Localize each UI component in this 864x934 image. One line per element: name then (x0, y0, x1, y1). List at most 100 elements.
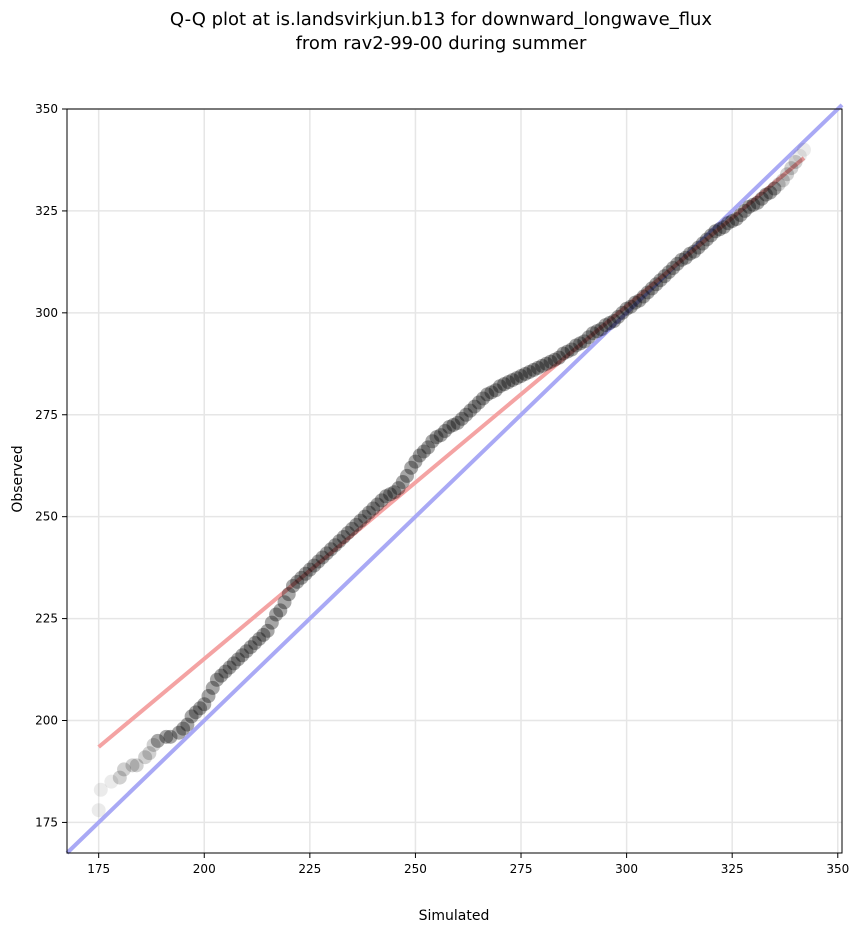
qq-point (644, 281, 659, 296)
y-tick-label: 200 (35, 714, 58, 728)
qq-point (328, 538, 343, 553)
qq-point (129, 758, 144, 773)
qq-point (480, 387, 495, 402)
qq-point (543, 354, 558, 369)
qq-point (594, 322, 609, 337)
qq-point (636, 289, 651, 304)
qq-point (666, 260, 681, 275)
qq-point (214, 668, 229, 683)
qq-point (150, 733, 165, 748)
qq-point (716, 220, 731, 235)
gridlines (67, 108, 842, 853)
qq-point (243, 640, 258, 655)
qq-point (256, 627, 271, 642)
qq-point (653, 273, 668, 288)
qq-point (336, 530, 351, 545)
qq-point (383, 487, 398, 502)
qq-point (269, 607, 284, 622)
y-tick-label: 225 (35, 612, 58, 626)
qq-point (632, 293, 647, 308)
qq-point (311, 554, 326, 569)
qq-point (585, 326, 600, 341)
qq-point (357, 509, 372, 524)
qq-point (235, 648, 250, 663)
qq-point (699, 232, 714, 247)
qq-point (442, 419, 457, 434)
qq-point (391, 481, 406, 496)
x-tick-label: 275 (510, 862, 533, 876)
qq-point (649, 277, 664, 292)
qq-point (252, 631, 267, 646)
qq-point (775, 173, 790, 188)
qq-point (395, 475, 410, 490)
y-axis-label: Observed (10, 445, 26, 512)
qq-point (142, 746, 157, 761)
fit-line-group (97, 156, 806, 749)
qq-point (505, 373, 520, 388)
qq-point (231, 652, 246, 667)
qq-point (188, 705, 203, 720)
qq-point (459, 407, 474, 422)
qq-point (476, 391, 491, 406)
qq-point (467, 399, 482, 414)
qq-point (547, 352, 562, 367)
qq-point (763, 185, 778, 200)
qq-point (226, 656, 241, 671)
qq-point (112, 770, 127, 785)
qq-point (615, 305, 630, 320)
qq-point (450, 415, 465, 430)
identity-line-group (65, 103, 844, 855)
qq-point (315, 550, 330, 565)
qq-point (492, 379, 507, 394)
qq-point (687, 244, 702, 259)
qq-point (222, 660, 237, 675)
qq-point (302, 562, 317, 577)
qq-point (404, 460, 419, 475)
qq-point (361, 505, 376, 520)
qq-point (146, 737, 161, 752)
y-tick-label: 300 (35, 306, 58, 320)
y-axis-ticks: 175 200 225 250 275 300 325 350 (35, 102, 67, 829)
qq-point (260, 623, 275, 638)
qq-point (247, 636, 262, 651)
qq-point (708, 224, 723, 239)
qq-point (602, 316, 617, 331)
qq-point (767, 181, 782, 196)
x-axis-label: Simulated (419, 908, 490, 924)
qq-point (370, 497, 385, 512)
qq-point (171, 725, 186, 740)
qq-point (552, 350, 567, 365)
qq-point (205, 680, 220, 695)
qq-point (421, 440, 436, 455)
qq-point (535, 358, 550, 373)
qq-point (433, 428, 448, 443)
qq-point (754, 191, 769, 206)
qq-point (522, 364, 537, 379)
qq-point (307, 558, 322, 573)
qq-point (201, 689, 216, 704)
chart-title-line-2: from rav2-99-00 during summer (296, 33, 587, 54)
y-tick-label: 175 (35, 815, 58, 829)
qq-point (628, 295, 643, 310)
qq-point (125, 758, 140, 773)
qq-point (277, 595, 292, 610)
qq-point (345, 521, 360, 536)
qq-point (298, 566, 313, 581)
y-tick-label: 350 (35, 102, 58, 116)
qq-point (454, 411, 469, 426)
qq-point (564, 342, 579, 357)
qq-point (484, 385, 499, 400)
qq-point (184, 709, 199, 724)
qq-point (374, 493, 389, 508)
qq-point (670, 256, 685, 271)
qq-point (159, 729, 174, 744)
chart-title-line-1: Q-Q plot at is.landsvirkjun.b13 for down… (170, 9, 713, 30)
qq-point (704, 228, 719, 243)
qq-point (539, 356, 554, 371)
qq-point (353, 513, 368, 528)
qq-point (657, 269, 672, 284)
qq-point (581, 330, 596, 345)
qq-point (742, 199, 757, 214)
qq-point (640, 285, 655, 300)
qq-point (611, 309, 626, 324)
